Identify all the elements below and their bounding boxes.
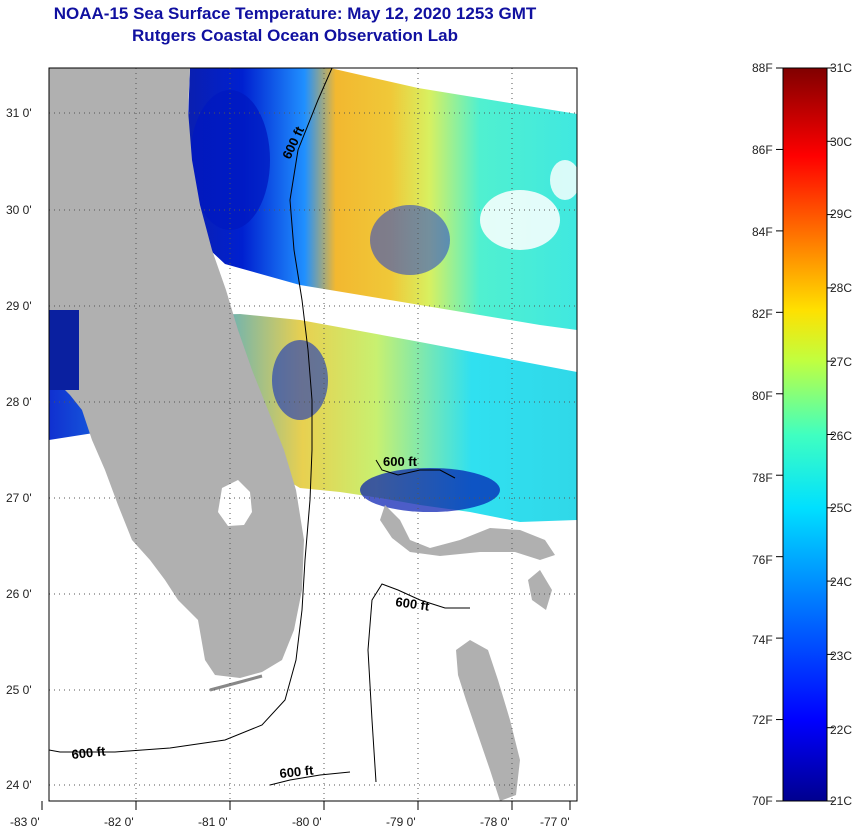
colorbar-c-label: 21C xyxy=(830,794,852,808)
florida-keys xyxy=(209,674,263,692)
map-title: NOAA-15 Sea Surface Temperature: May 12,… xyxy=(53,4,537,23)
colorbar-c-label: 31C xyxy=(830,61,852,75)
contour-label: 600 ft xyxy=(395,594,431,614)
map-frame xyxy=(48,67,578,802)
colorbar-c-label: 27C xyxy=(830,355,852,369)
lat-tick-label: 30 0' xyxy=(6,203,32,217)
colorbar-f-label: 82F xyxy=(752,307,773,321)
lat-tick-label: 28 0' xyxy=(6,395,32,409)
bathymetry-contour-600ft xyxy=(367,583,470,783)
lon-tick-label: -83 0' xyxy=(10,815,40,829)
colorbar-c-label: 26C xyxy=(830,429,852,443)
grand-bahama-island xyxy=(380,505,555,560)
lat-tick-label: 24 0' xyxy=(6,778,32,792)
lon-tick-label: -80 0' xyxy=(292,815,322,829)
colorbar-f-label: 80F xyxy=(752,389,773,403)
lat-tick-label: 27 0' xyxy=(6,491,32,505)
colorbar-f-label: 70F xyxy=(752,794,773,808)
cold-water-patch xyxy=(272,340,328,420)
colorbar-c-label: 29C xyxy=(830,207,852,221)
contour-label: 600 ft xyxy=(279,762,315,781)
colorbar-c-label: 23C xyxy=(830,649,852,663)
colorbar-c-label: 30C xyxy=(830,135,852,149)
cold-water-patch xyxy=(360,468,500,512)
bathymetry-contour-600ft xyxy=(375,459,456,479)
lon-tick-label: -78 0' xyxy=(480,815,510,829)
colorbar-c-label: 25C xyxy=(830,501,852,515)
lat-tick-label: 26 0' xyxy=(6,587,32,601)
colorbar-c-label: 24C xyxy=(830,575,852,589)
colorbar-f-label: 74F xyxy=(752,633,773,647)
colorbar-f-label: 78F xyxy=(752,471,773,485)
lat-tick-label: 25 0' xyxy=(6,683,32,697)
axis-ticks xyxy=(41,801,571,810)
colorbar-f-label: 76F xyxy=(752,553,773,567)
cloud-gap xyxy=(480,190,560,250)
contour-label: 600 ft xyxy=(383,454,418,469)
colorbar-f-label: 88F xyxy=(752,61,773,75)
lon-tick-label: -77 0' xyxy=(540,815,570,829)
colorbar-f-label: 86F xyxy=(752,143,773,157)
lon-tick-label: -82 0' xyxy=(104,815,134,829)
cold-water-patch xyxy=(190,90,270,230)
colorbar-c-label: 28C xyxy=(830,281,852,295)
cloud-gap xyxy=(550,160,577,200)
colorbar-f-label: 84F xyxy=(752,225,773,239)
sst-swath-north-fill xyxy=(188,68,577,330)
florida-land xyxy=(49,68,304,678)
map-subtitle: Rutgers Coastal Ocean Observation Lab xyxy=(132,26,458,45)
lat-tick-label: 31 0' xyxy=(6,106,32,120)
map-grid xyxy=(49,68,577,801)
lon-tick-label: -79 0' xyxy=(386,815,416,829)
colorbar-f-label: 72F xyxy=(752,713,773,727)
bathymetry-contour-600ft xyxy=(49,68,333,753)
gulf-sst-strip xyxy=(49,310,79,390)
colorbar-ticks xyxy=(776,67,834,802)
cold-water-patch xyxy=(370,205,450,275)
bathymetry-contour-600ft xyxy=(269,771,351,786)
bahamas-cay xyxy=(528,570,552,610)
contour-label: 600 ft xyxy=(71,743,107,762)
temperature-colorbar xyxy=(782,67,828,802)
colorbar-c-label: 22C xyxy=(830,723,852,737)
andros-island xyxy=(456,640,520,801)
lon-tick-label: -81 0' xyxy=(198,815,228,829)
lat-tick-label: 29 0' xyxy=(6,299,32,313)
lake-okeechobee xyxy=(218,480,252,526)
